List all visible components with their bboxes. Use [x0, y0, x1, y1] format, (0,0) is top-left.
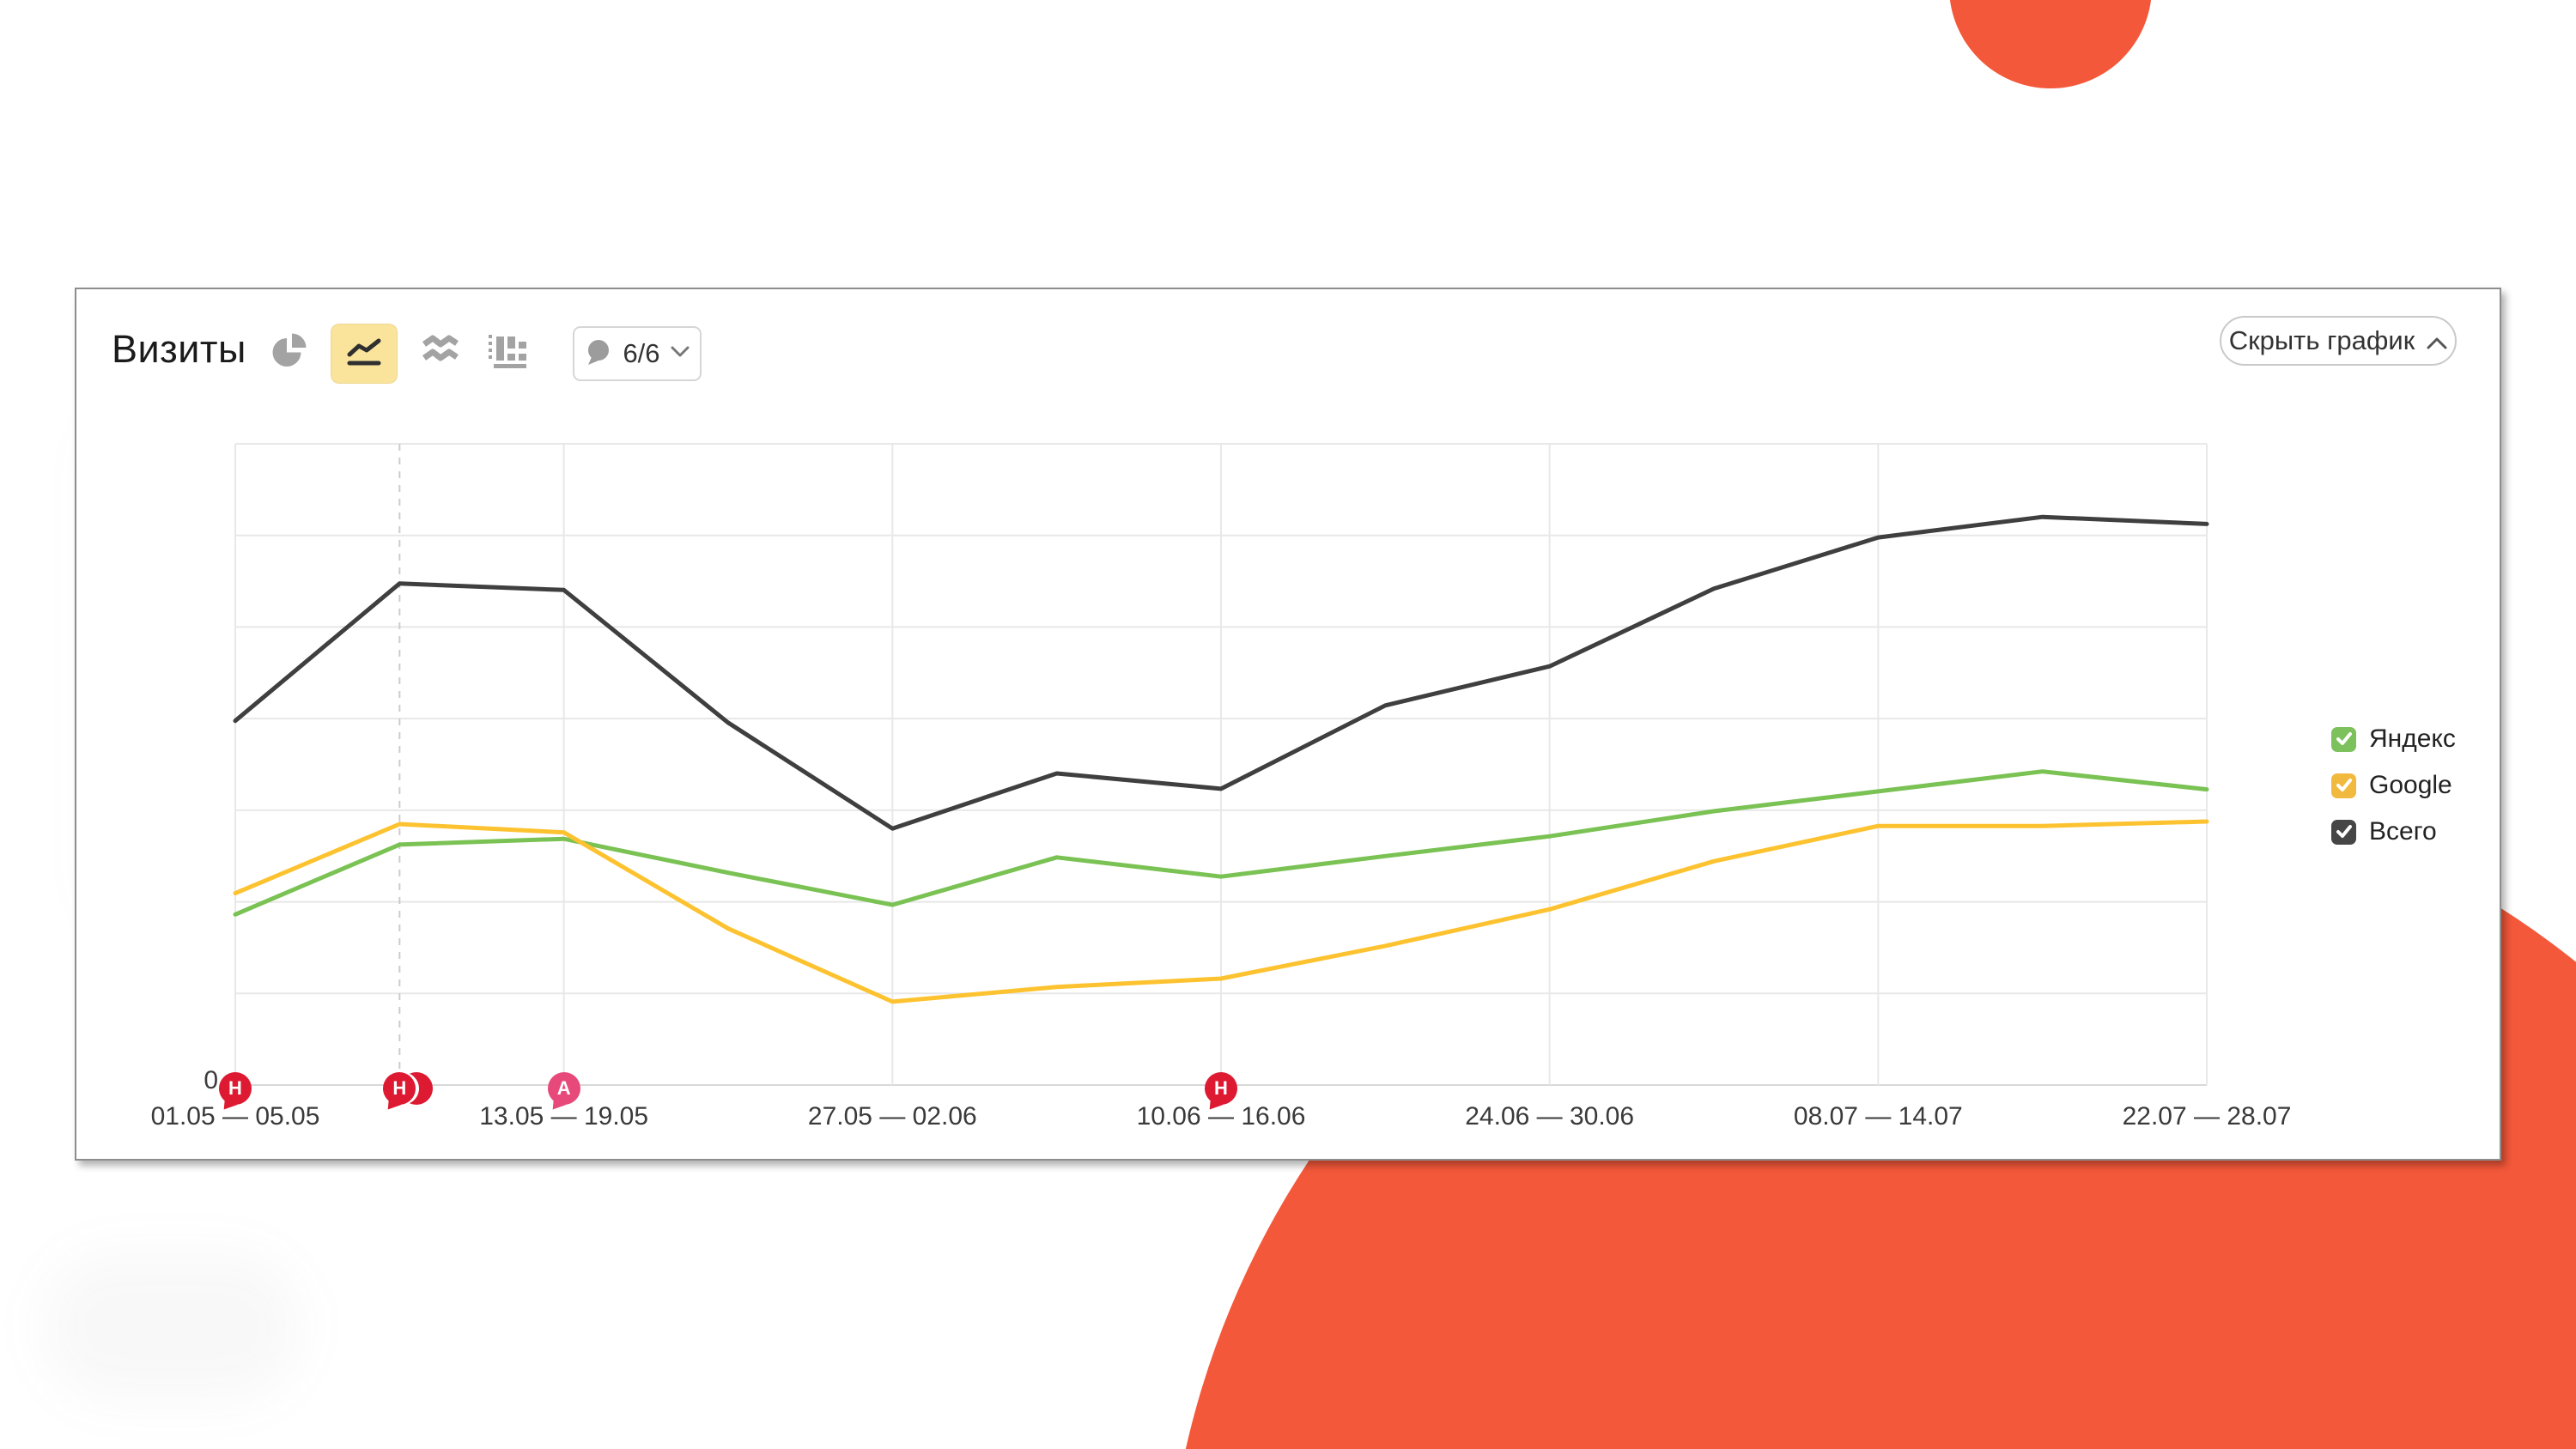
watermark-blur [43, 1253, 301, 1399]
line-chart-plot[interactable] [233, 443, 2209, 1086]
annotation-marker[interactable]: А [547, 1072, 580, 1105]
hide-chart-button[interactable]: Скрыть график [2220, 316, 2457, 366]
annotation-marker[interactable]: Н [383, 1072, 434, 1105]
page-title: Визиты [112, 327, 246, 371]
chart-canvas[interactable] [233, 443, 2209, 1086]
visits-widget-card: Визиты [75, 288, 2501, 1161]
annotation-marker-letter: Н [228, 1077, 242, 1099]
chevron-down-icon [671, 346, 690, 362]
checkmark-icon [2336, 732, 2352, 745]
annotation-marker-bubble[interactable]: А [547, 1072, 580, 1105]
comment-bubble-icon [585, 338, 612, 370]
annotation-marker[interactable]: Н [219, 1072, 252, 1105]
pie-chart-icon [270, 333, 308, 375]
annotation-marker-bubble[interactable]: Н [383, 1072, 416, 1105]
x-axis-tick-label: 24.06 — 30.06 [1465, 1102, 1635, 1131]
annotation-marker-bubble[interactable]: Н [1205, 1072, 1237, 1105]
annotations-count: 6/6 [623, 338, 660, 368]
y-axis-zero-label: 0 [204, 1066, 218, 1094]
chart-type-bar-button[interactable] [485, 333, 530, 375]
line-chart-icon [346, 336, 382, 372]
legend-checkbox[interactable] [2331, 726, 2356, 752]
annotation-marker-letter: Н [1214, 1077, 1228, 1099]
annotation-marker[interactable]: Н [1205, 1072, 1237, 1105]
chart-type-area-button[interactable] [422, 335, 459, 373]
x-axis-tick-label: 08.07 — 14.07 [1793, 1102, 1963, 1131]
legend-label: Google [2369, 771, 2452, 799]
legend-item-всего[interactable]: Всего [2331, 815, 2456, 848]
legend-label: Всего [2369, 817, 2437, 846]
chart-type-pie-button[interactable] [269, 333, 310, 374]
bar-chart-icon [487, 333, 528, 375]
x-axis-tick-label: 27.05 — 02.06 [807, 1102, 977, 1131]
legend-checkbox[interactable] [2331, 819, 2356, 845]
annotation-marker-letter: Н [392, 1077, 407, 1099]
annotation-marker-bubble[interactable]: Н [219, 1072, 252, 1105]
legend-label: Яндекс [2369, 724, 2456, 753]
annotations-dropdown[interactable]: 6/6 [573, 326, 702, 381]
chart-legend: Яндекс Google Всего [2331, 723, 2456, 848]
chevron-up-icon [2427, 325, 2447, 356]
x-axis-tick-label: 22.07 — 28.07 [2122, 1102, 2292, 1131]
legend-item-яндекс[interactable]: Яндекс [2331, 723, 2456, 755]
series-line-google[interactable] [233, 819, 2209, 1004]
series-line-всего[interactable] [233, 514, 2209, 831]
legend-item-google[interactable]: Google [2331, 769, 2456, 802]
stacked-area-icon [422, 335, 459, 373]
chart-type-line-button[interactable] [331, 324, 398, 384]
decorative-orange-circle [1949, 0, 2152, 88]
checkmark-icon [2336, 779, 2352, 791]
annotation-marker-letter: А [556, 1077, 571, 1099]
checkmark-icon [2336, 825, 2352, 838]
hide-chart-label: Скрыть график [2228, 325, 2415, 355]
series-line-яндекс[interactable] [233, 769, 2209, 917]
legend-checkbox[interactable] [2331, 773, 2356, 798]
